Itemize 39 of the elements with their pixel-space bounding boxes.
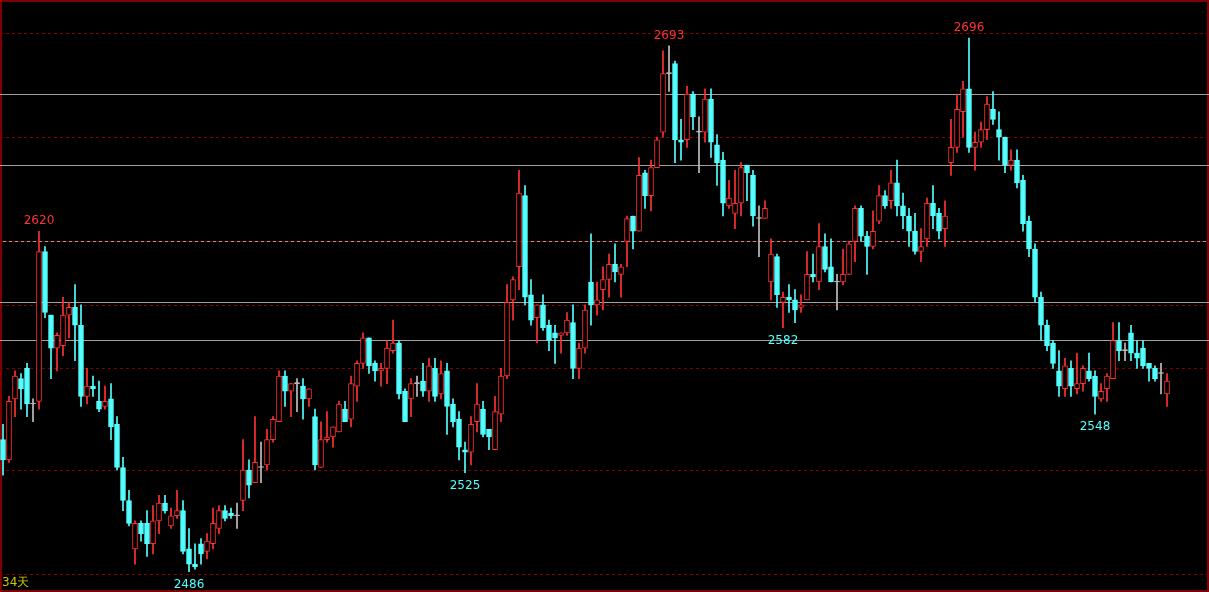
candlestick [834, 274, 840, 311]
candlestick [840, 248, 846, 285]
candlestick [588, 233, 594, 326]
candlestick [234, 502, 240, 529]
candlestick [378, 363, 384, 387]
candlestick [462, 441, 468, 473]
candlestick [90, 375, 96, 397]
candlestick [192, 543, 198, 570]
candlestick [732, 169, 738, 229]
candlestick [780, 291, 786, 329]
candlestick [696, 116, 702, 174]
candlestick [612, 243, 618, 283]
candlestick [594, 281, 600, 316]
annotation: 2486 [173, 576, 205, 591]
candlestick [600, 266, 606, 311]
candlestick [558, 332, 564, 354]
candlestick [918, 228, 924, 263]
candlestick [678, 119, 684, 161]
candlestick [810, 253, 816, 283]
candlestick [786, 284, 792, 313]
annotation: 2548 [1079, 419, 1111, 434]
candlestick [972, 131, 978, 171]
annotation: 2693 [653, 27, 685, 42]
candlestick [1074, 352, 1080, 395]
candlestick [324, 411, 330, 443]
candlestick [66, 302, 72, 339]
candlestick [744, 164, 750, 202]
annotation: 2525 [449, 477, 481, 492]
candlestick [30, 398, 36, 423]
candlestick [864, 230, 870, 275]
candlestick [996, 111, 1002, 161]
candlestick [666, 45, 672, 92]
candlestick [798, 294, 804, 313]
annotation: 2696 [953, 20, 985, 35]
annotation: 2620 [23, 213, 55, 228]
candlestick [1134, 340, 1140, 369]
candlestick [72, 284, 78, 362]
annotation: 34天 [2, 575, 30, 590]
candlestick [174, 490, 180, 519]
